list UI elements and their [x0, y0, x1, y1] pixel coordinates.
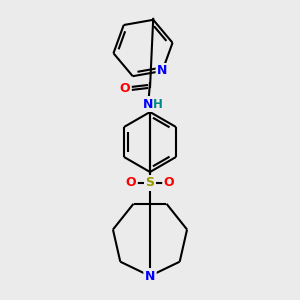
Text: N: N: [157, 64, 167, 77]
Text: N: N: [145, 269, 155, 283]
Text: O: O: [126, 176, 136, 190]
Text: S: S: [146, 176, 154, 190]
Text: O: O: [164, 176, 174, 190]
Text: N: N: [143, 98, 153, 110]
Text: H: H: [153, 98, 163, 110]
Text: O: O: [120, 82, 130, 94]
